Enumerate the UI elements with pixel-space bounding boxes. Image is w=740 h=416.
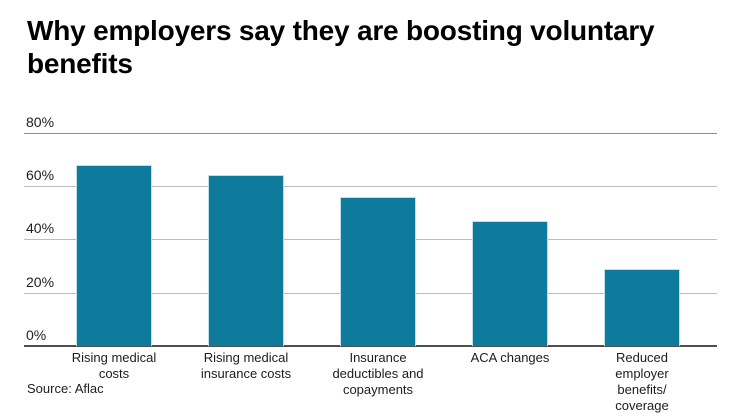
bar xyxy=(76,164,152,346)
y-axis-tick-label: 20% xyxy=(26,273,55,290)
category-label: ACA changes xyxy=(470,350,550,365)
y-axis-tick-label: 0% xyxy=(26,327,47,343)
source-note: Source: Aflac xyxy=(27,381,104,396)
category-label: Reduced employer benefits/ coverage xyxy=(615,350,669,413)
bar xyxy=(208,175,284,346)
y-axis-tick-label: 80% xyxy=(26,113,55,130)
gridline xyxy=(24,345,717,347)
chart-title: Why employers say they are boosting volu… xyxy=(27,15,655,80)
y-axis-tick-label: 60% xyxy=(26,166,55,183)
bar xyxy=(604,268,680,346)
gridline xyxy=(24,132,717,134)
bar xyxy=(340,196,416,346)
gridline xyxy=(24,185,717,187)
category-label: Rising medical costs xyxy=(71,350,157,381)
category-label: Insurance deductibles and copayments xyxy=(332,350,424,397)
bar xyxy=(472,220,548,346)
category-label: Rising medical insurance costs xyxy=(200,350,292,381)
y-axis-tick-label: 40% xyxy=(26,220,55,237)
